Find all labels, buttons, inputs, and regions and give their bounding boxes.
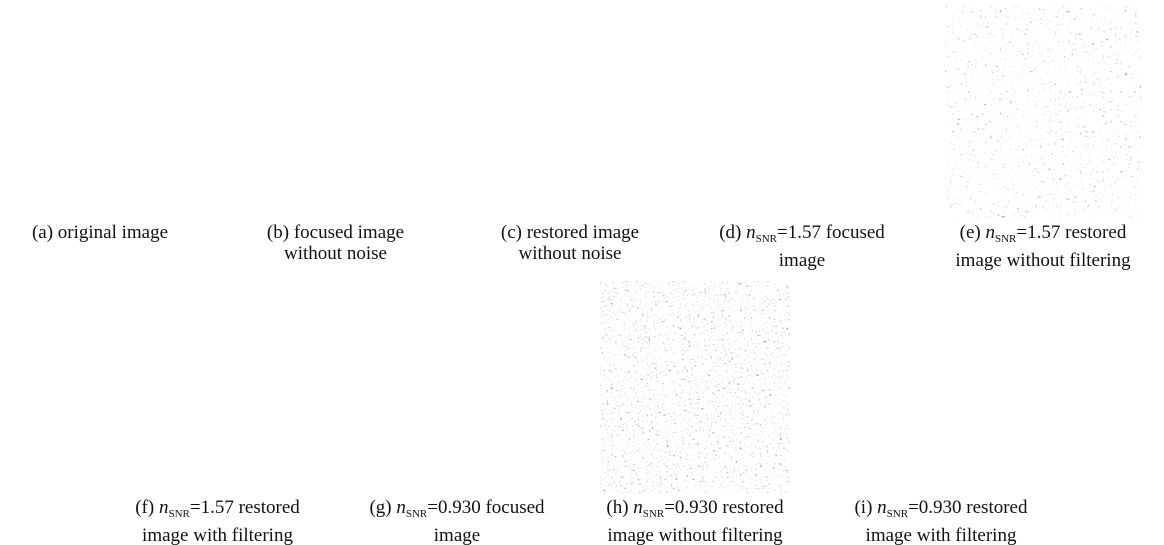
symbol: n [986, 222, 996, 243]
symbol: n [746, 222, 756, 243]
caption-line: (f) nSNR=1.57 restored [78, 497, 358, 525]
caption-text: image [779, 250, 825, 271]
panel-label: (f) [135, 497, 154, 518]
panel-label: (g) [369, 497, 391, 518]
caption-line: image without filtering [903, 250, 1164, 271]
caption-text: restored image [527, 222, 639, 243]
caption-text: focused image [294, 222, 404, 243]
symbol: n [396, 497, 406, 518]
caption-text: =1.57 restored [190, 497, 300, 518]
panel-image [600, 281, 790, 493]
panel-label: (e) [960, 222, 981, 243]
panel-label: (b) [267, 222, 289, 243]
caption-line: image without filtering [555, 525, 835, 545]
caption-text: =0.930 focused [427, 497, 544, 518]
caption-text: =1.57 focused [777, 222, 885, 243]
panel-label: (d) [719, 222, 741, 243]
image-area [945, 6, 1141, 218]
symbol: n [877, 497, 887, 518]
subscript: SNR [168, 508, 189, 520]
caption-line: (d) nSNR=1.57 focused [662, 222, 942, 250]
figure: (a) original image(b) focused imagewitho… [0, 0, 1164, 545]
image-area [600, 281, 790, 493]
panel-label: (a) [32, 222, 53, 243]
subscript: SNR [643, 508, 664, 520]
caption-text: image without filtering [607, 525, 782, 545]
caption-text: =0.930 restored [908, 497, 1027, 518]
caption-line: (i) nSNR=0.930 restored [801, 497, 1081, 525]
image-area [845, 281, 1037, 493]
caption-line: (e) nSNR=1.57 restored [903, 222, 1164, 250]
image-area [122, 281, 313, 493]
caption-text: without noise [284, 243, 387, 264]
caption-text: image [434, 525, 480, 545]
image-area [5, 4, 195, 218]
caption-text: =1.57 restored [1016, 222, 1126, 243]
image-area [238, 4, 433, 218]
panel-image [122, 281, 313, 493]
caption-text: image without filtering [955, 250, 1130, 271]
caption-text: without noise [519, 243, 622, 264]
panel-image [361, 281, 553, 493]
caption-line: (h) nSNR=0.930 restored [555, 497, 835, 525]
subscript: SNR [756, 233, 777, 245]
panel-label: (c) [501, 222, 522, 243]
image-area [707, 6, 897, 218]
panel-image [474, 4, 666, 218]
subscript: SNR [995, 233, 1016, 245]
panel-label: (h) [606, 497, 628, 518]
symbol: n [633, 497, 643, 518]
caption-text: =0.930 restored [664, 497, 783, 518]
caption-text: image with filtering [142, 525, 293, 545]
caption-line: image with filtering [801, 525, 1081, 545]
panel-image [945, 6, 1141, 218]
panel-image [238, 4, 433, 218]
image-area [474, 4, 666, 218]
panel-image [707, 6, 897, 218]
caption-line: image [662, 250, 942, 271]
panel-image [5, 4, 195, 218]
image-area [361, 281, 553, 493]
caption-text: original image [58, 222, 168, 243]
panel-label: (i) [854, 497, 872, 518]
panel-image [845, 281, 1037, 493]
caption-line: image with filtering [78, 525, 358, 545]
subscript: SNR [406, 508, 427, 520]
subscript: SNR [887, 508, 908, 520]
caption-text: image with filtering [866, 525, 1017, 545]
